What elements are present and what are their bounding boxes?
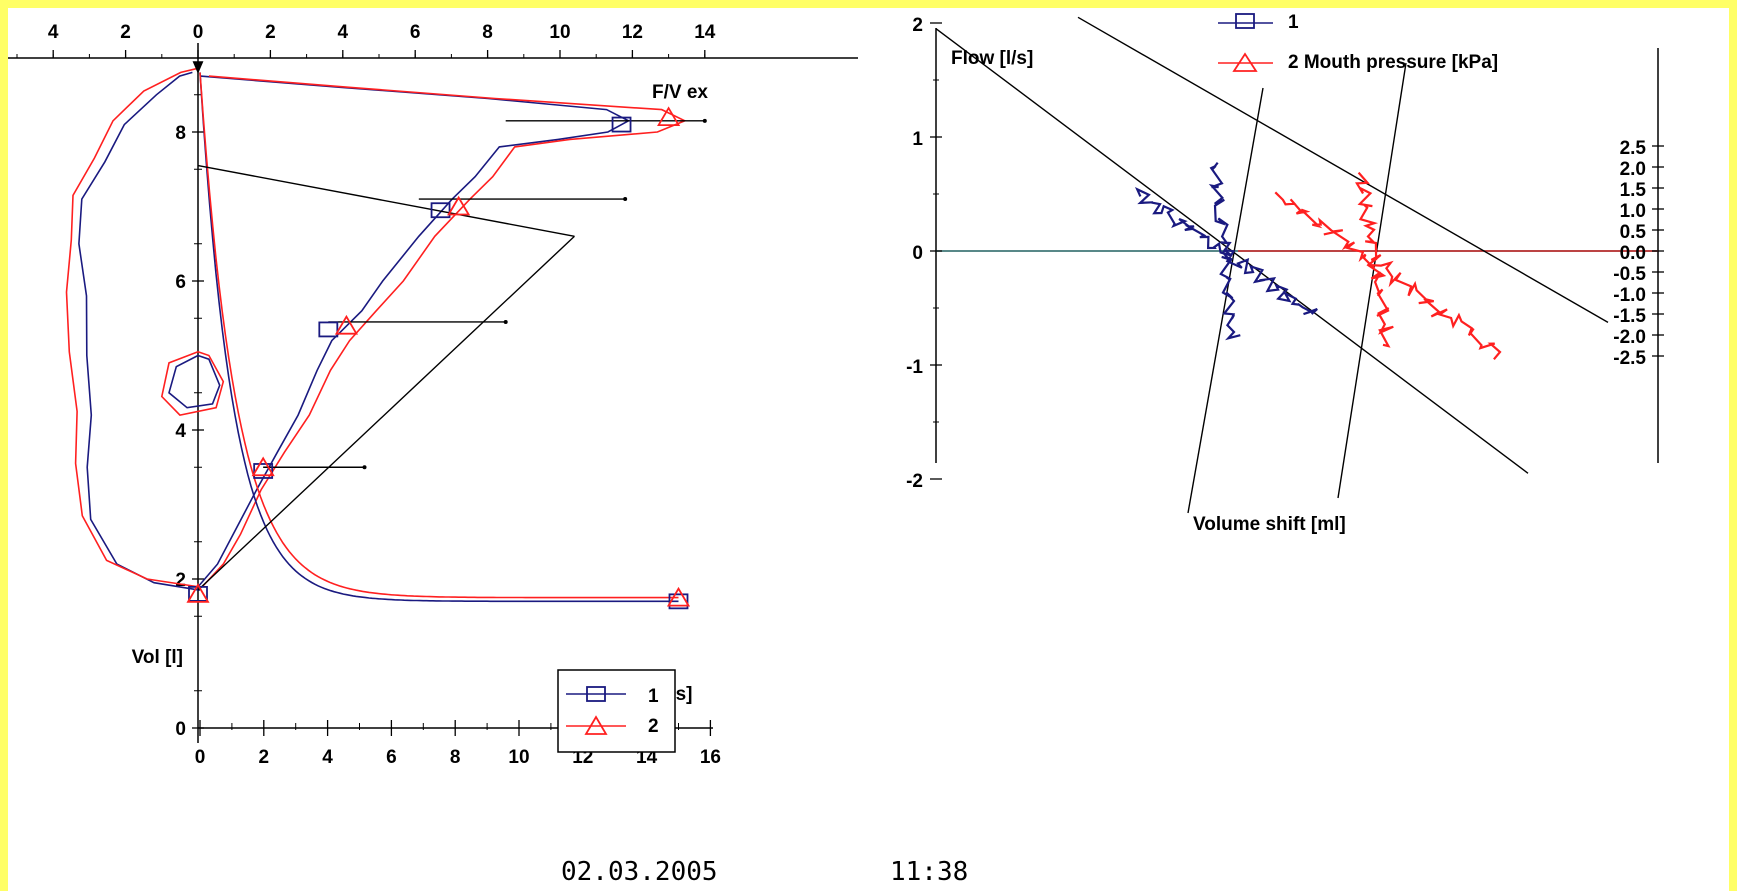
right-tick-label: 2.0 [1620, 159, 1646, 180]
left-axis-label: Flow [l/s] [951, 48, 1033, 69]
left-tick-label: 2 [912, 15, 923, 36]
chart-frame: 4 2 0 2 4 6 8 10 12 14 F/V ex 0 2 4 6 8 Vol [l] 0 2 4 6 8 10 12… [8, 8, 1729, 891]
right-tick-label: 1.0 [1620, 201, 1646, 222]
bottom-tick-label: 6 [386, 747, 397, 768]
series-1-marker [611, 116, 632, 133]
top-tick-label: 14 [694, 22, 716, 43]
right-tick-label: -2.0 [1613, 327, 1646, 348]
series-1-cluster-vertical [1208, 162, 1241, 341]
series-1-marker [188, 586, 208, 602]
series-1-loop-inspiratory [78, 71, 200, 591]
top-tick-label: 4 [48, 22, 59, 43]
series-2-marker [186, 583, 210, 603]
vertical-fit-line-2 [1337, 62, 1407, 499]
top-tick-label: 12 [622, 22, 643, 43]
y-tick-label: 0 [175, 719, 186, 740]
left-tick-label: 0 [912, 243, 923, 264]
start-marker [192, 61, 204, 74]
top-tick-label: 8 [482, 22, 493, 43]
legend-marker-2 [1232, 52, 1258, 72]
y-tick-label: 2 [175, 570, 186, 591]
legend-marker-1 [586, 686, 606, 702]
series-2-marker [334, 314, 358, 335]
timestamp-date: 02.03.2005 [561, 857, 718, 887]
error-bar-end [702, 118, 707, 123]
series-2-tidal-loop [160, 351, 225, 416]
series-2-marker [447, 195, 471, 216]
series-1-marker [668, 593, 689, 610]
error-bar-end [362, 465, 367, 470]
left-tick-label: -1 [906, 357, 923, 378]
regression-line-2 [1077, 16, 1609, 324]
series-1-marker [253, 463, 274, 479]
bottom-tick-label: 16 [700, 747, 721, 768]
series-1-volume-time [199, 72, 679, 603]
series-1-cluster-diagonal [1134, 187, 1318, 316]
bottom-tick-label: 0 [195, 747, 206, 768]
top-tick-label: 2 [265, 22, 276, 43]
right-tick-label: -1.0 [1613, 285, 1646, 306]
right-tick-label: -1.5 [1613, 306, 1646, 327]
top-tick-label: 6 [410, 22, 421, 43]
series-2-marker [666, 586, 691, 607]
legend-label-2: 2 Mouth pressure [kPa] [1288, 52, 1498, 73]
bottom-tick-label: 2 [259, 747, 270, 768]
series-1-marker [430, 202, 451, 219]
error-bar-end [623, 197, 628, 202]
timestamp-time: 11:38 [890, 857, 968, 887]
y-tick-label: 8 [175, 123, 186, 144]
y-tick-label: 6 [175, 272, 186, 293]
series-1-tidal-loop [168, 354, 221, 409]
vertical-fit-line-1 [1187, 87, 1264, 514]
right-tick-label: -2.5 [1613, 348, 1646, 369]
legend-marker-1 [1235, 13, 1255, 29]
legend-label-2: 2 [648, 716, 659, 737]
series-2-loop-inspiratory [65, 67, 197, 588]
series-1-loop-expiratory [197, 75, 631, 588]
right-tick-label: 1.5 [1620, 180, 1647, 201]
legend-label-1: 1 [648, 686, 659, 707]
series-1-marker [318, 321, 339, 338]
right-tick-label: 0.5 [1620, 222, 1647, 243]
top-tick-label: 10 [549, 22, 570, 43]
x-axis-label: Volume shift [ml] [1193, 514, 1346, 535]
top-tick-label: 0 [193, 22, 204, 43]
right-tick-label: 0.0 [1620, 243, 1646, 264]
right-tick-label: -0.5 [1613, 264, 1646, 285]
top-axis-label: F/V ex [652, 82, 708, 103]
bottom-tick-label: 4 [322, 747, 333, 768]
series-2-cluster-diagonal [1274, 191, 1502, 361]
right-tick-label: 2.5 [1620, 138, 1647, 159]
reference-line [197, 164, 575, 237]
series-2-volume-time [199, 72, 679, 599]
series-2-cluster-vertical [1355, 171, 1394, 348]
top-tick-label: 2 [120, 22, 131, 43]
legend-label-1: 1 [1288, 12, 1299, 33]
series-2-marker [251, 456, 275, 477]
y-tick-label: 4 [175, 421, 186, 442]
left-tick-label: -2 [906, 471, 923, 492]
bottom-tick-label: 8 [450, 747, 461, 768]
y-axis-label: Vol [l] [132, 647, 183, 668]
bottom-tick-label: 10 [508, 747, 529, 768]
series-2-marker [657, 106, 681, 126]
legend-marker-2 [584, 715, 608, 735]
left-tick-label: 1 [912, 129, 923, 150]
top-tick-label: 4 [338, 22, 349, 43]
reference-line [197, 235, 575, 591]
legend-box [557, 669, 676, 753]
series-2-loop-expiratory [201, 75, 687, 588]
error-bar-end [503, 319, 508, 324]
